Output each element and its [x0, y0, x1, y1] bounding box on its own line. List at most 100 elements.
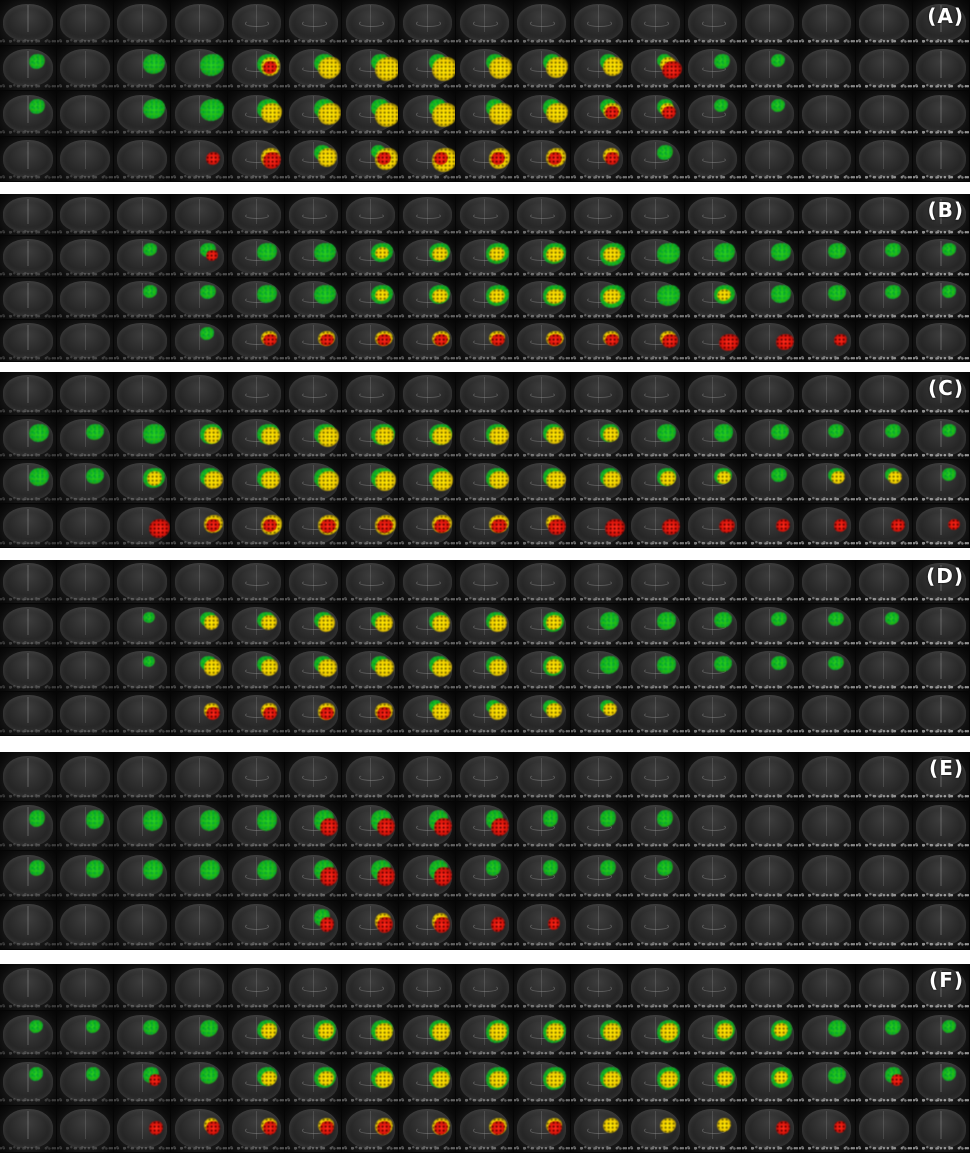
brain-midline [712, 906, 714, 936]
brain-slice [228, 851, 285, 900]
brain-slice [57, 648, 114, 691]
background-noise [228, 311, 285, 319]
brain-midline [598, 609, 600, 635]
brain-midline [712, 198, 714, 224]
green-lesion-overlay [942, 285, 956, 298]
slice-grid [0, 194, 970, 362]
background-noise [741, 269, 798, 277]
brain-midline [769, 240, 771, 266]
brain-tissue [802, 695, 852, 732]
background-noise [228, 269, 285, 277]
background-noise [342, 407, 399, 415]
brain-slice [684, 604, 741, 647]
brain-midline [769, 969, 771, 998]
yellow-lesion-overlay [603, 1117, 619, 1134]
yellow-lesion-overlay [488, 471, 509, 490]
green-lesion-overlay [599, 859, 616, 877]
yellow-lesion-overlay [260, 471, 281, 490]
background-noise [114, 1096, 171, 1105]
background-noise [741, 539, 798, 547]
brain-midline [198, 969, 200, 998]
brain-midline [198, 697, 200, 723]
background-noise [513, 353, 570, 361]
brain-midline [483, 141, 486, 169]
brain-tissue [859, 463, 909, 500]
brain-midline [369, 969, 371, 998]
brain-slice [798, 801, 855, 850]
brain-slice [399, 560, 456, 603]
brain-slice [114, 560, 171, 603]
brain-tissue [745, 651, 795, 688]
red-lesion-overlay [833, 518, 848, 532]
brain-slice [171, 91, 228, 136]
background-noise [399, 353, 456, 361]
brain-midline [84, 1016, 86, 1045]
green-lesion-overlay [827, 655, 844, 671]
background-noise [570, 539, 627, 547]
background-noise [342, 495, 399, 503]
background-noise [114, 1049, 171, 1058]
brain-midline [312, 1064, 314, 1092]
brain-tissue [3, 651, 53, 688]
brain-slice [456, 236, 513, 277]
ventricle-outline [245, 985, 270, 992]
ventricle-outline [302, 774, 327, 782]
background-noise [570, 1143, 627, 1152]
background-noise [342, 127, 399, 136]
brain-slice [342, 320, 399, 361]
brain-midline [483, 96, 486, 124]
background-noise [342, 683, 399, 691]
brain-slice [855, 752, 912, 801]
brain-slice [741, 692, 798, 735]
brain-slice [285, 752, 342, 801]
yellow-lesion-overlay [546, 471, 566, 490]
ventricle-outline [359, 985, 384, 992]
brain-midline [84, 609, 86, 635]
brain-slice [570, 45, 627, 90]
brain-midline [198, 609, 200, 635]
background-noise [741, 127, 798, 136]
red-lesion-overlay [605, 518, 625, 537]
background-noise [399, 539, 456, 547]
brain-midline [883, 969, 885, 998]
brain-slice [456, 1011, 513, 1058]
background-noise [114, 269, 171, 277]
background-noise [513, 1001, 570, 1011]
brain-slice [114, 0, 171, 45]
background-noise [627, 495, 684, 503]
background-noise [57, 1096, 114, 1105]
background-noise [456, 127, 513, 136]
brain-slice [171, 604, 228, 647]
brain-midline [826, 697, 828, 723]
brain-midline [826, 906, 828, 936]
brain-slice [171, 136, 228, 181]
brain-tissue [117, 239, 167, 274]
brain-slice [114, 1011, 171, 1058]
background-noise [57, 495, 114, 503]
brain-slice [342, 900, 399, 949]
background-noise [798, 539, 855, 547]
background-noise [285, 407, 342, 415]
brain-midline [84, 856, 86, 886]
brain-slice [399, 372, 456, 415]
brain-slice [399, 194, 456, 235]
brain-slice [285, 460, 342, 503]
brain-tissue [117, 651, 167, 688]
brain-midline [255, 653, 257, 679]
brain-midline [255, 465, 257, 491]
background-noise [912, 173, 969, 181]
brain-slice [855, 416, 912, 459]
yellow-lesion-overlay [374, 102, 399, 127]
brain-midline [540, 50, 543, 78]
background-noise [171, 791, 228, 801]
background-noise [741, 407, 798, 415]
brain-tissue [60, 755, 110, 797]
background-noise [741, 311, 798, 319]
brain-midline [826, 465, 828, 491]
brain-slice [0, 851, 57, 900]
brain-tissue [859, 239, 909, 274]
background-noise [399, 227, 456, 235]
brain-midline [598, 565, 600, 591]
brain-tissue [859, 375, 909, 412]
green-lesion-overlay [885, 1019, 901, 1036]
